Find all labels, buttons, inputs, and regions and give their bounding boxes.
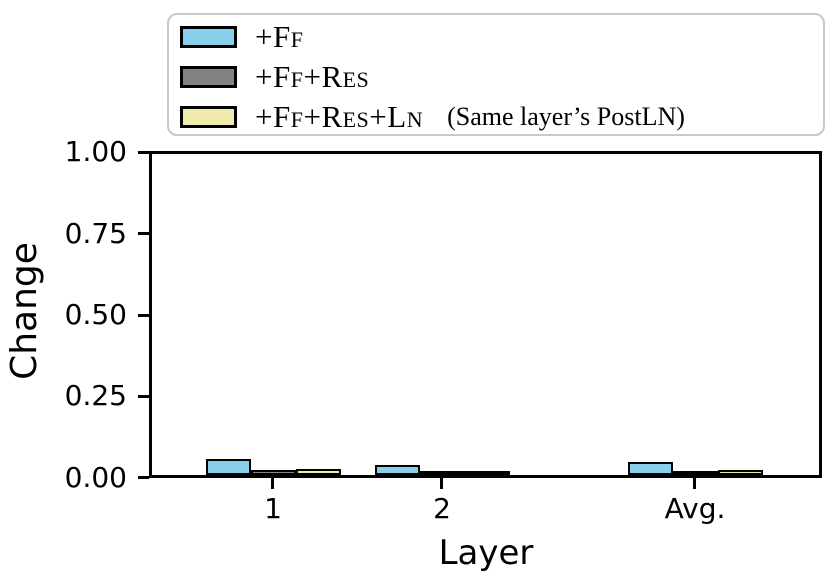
x-tick-label-2: 2	[433, 492, 451, 525]
bar-ffresln-1	[295, 468, 341, 475]
y-tick-mark-1.00	[138, 151, 149, 154]
y-tick-mark-0.25	[138, 395, 149, 398]
legend: +Ff +Ff+Res +Ff+Res+Ln (Same layer’s Pos…	[167, 13, 825, 136]
bar-ff-2	[374, 465, 420, 475]
bar-ffresln-avg	[717, 470, 763, 475]
bar-ffres-2	[419, 471, 465, 475]
legend-label-ff-res: +Ff+Res	[255, 59, 370, 94]
plot-area	[149, 151, 822, 478]
x-axis-label: Layer	[438, 533, 534, 573]
y-tick-label-0.25: 0.25	[64, 379, 127, 412]
bar-ffresln-2	[464, 471, 510, 475]
y-tick-mark-0.00	[138, 476, 149, 479]
bar-ff-avg	[627, 462, 673, 475]
legend-label-ff: +Ff	[255, 19, 304, 54]
legend-swatch-ff-res	[180, 66, 237, 88]
x-tick-label-1: 1	[264, 492, 282, 525]
x-tick-mark-2	[440, 478, 443, 489]
bar-ffres-1	[250, 470, 296, 475]
legend-label-ff-res-ln: +Ff+Res+Ln	[255, 99, 424, 134]
y-tick-label-0.00: 0.00	[64, 461, 127, 494]
legend-note-postln: (Same layer’s PostLN)	[447, 102, 685, 131]
legend-swatch-ff	[180, 26, 237, 48]
x-tick-mark-avg	[693, 478, 696, 489]
y-tick-mark-0.50	[138, 314, 149, 317]
x-tick-mark-1	[271, 478, 274, 489]
bar-ffres-avg	[672, 471, 718, 475]
legend-item-ff: +Ff	[180, 17, 823, 57]
legend-item-ff-res: +Ff+Res	[180, 57, 823, 97]
legend-item-ff-res-ln: +Ff+Res+Ln (Same layer’s PostLN)	[180, 97, 823, 134]
y-tick-label-0.50: 0.50	[64, 298, 127, 331]
y-tick-label-1.00: 1.00	[64, 135, 127, 168]
x-tick-label-avg: Avg.	[664, 492, 726, 525]
legend-swatch-ff-res-ln	[180, 106, 237, 128]
bar-ff-1	[205, 458, 251, 475]
y-tick-label-0.75: 0.75	[64, 217, 127, 250]
y-tick-mark-0.75	[138, 232, 149, 235]
